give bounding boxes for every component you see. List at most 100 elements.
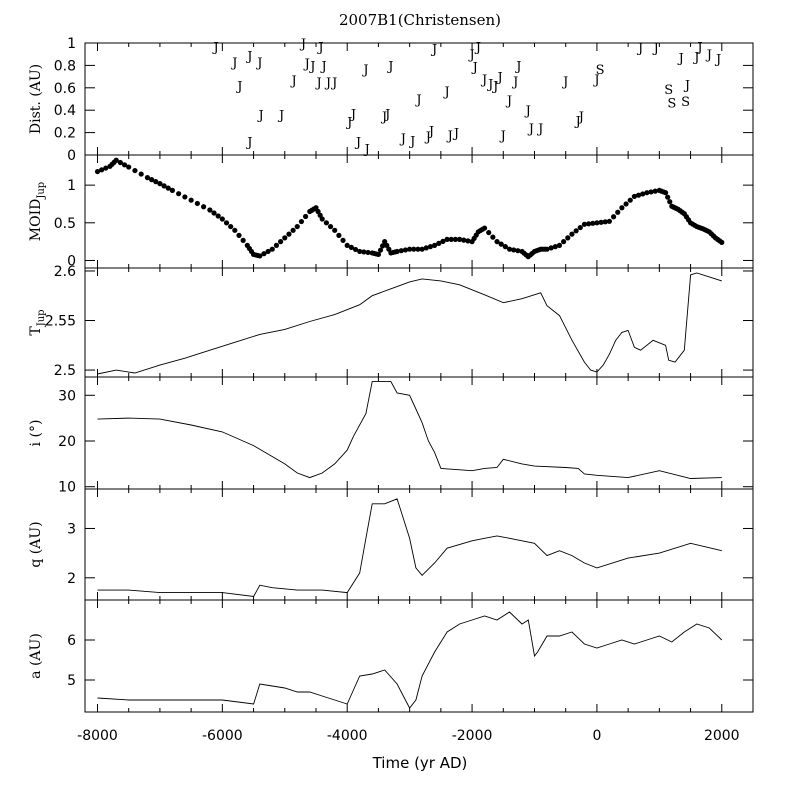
- moid-point-interp-42-1: [548, 245, 554, 251]
- moid-point-interp-31-1: [448, 236, 454, 242]
- y-tick-label-dist-1: 0.2: [54, 126, 76, 142]
- encounter-13: J: [316, 40, 323, 55]
- moid-point-22: [357, 248, 363, 255]
- panel-incl: 10 20 30 i (°): [28, 376, 754, 496]
- series-line-q: [97, 498, 722, 597]
- encounter-34: J: [467, 48, 474, 63]
- encounter-28: J: [424, 130, 431, 145]
- moid-point-interp-22-1: [361, 249, 367, 255]
- y-axis-label-sub-moid: Jup: [36, 182, 47, 200]
- moid-point-interp-31-2: [452, 236, 459, 242]
- encounter-6: J: [245, 136, 252, 151]
- moid-point-interp-5-2: [165, 185, 171, 191]
- encounter-10: J: [303, 57, 310, 72]
- encounter-0: J: [211, 40, 218, 55]
- moid-point-interp-15-1: [286, 231, 292, 237]
- encounter-31: J: [442, 85, 449, 100]
- series-line-incl: [97, 381, 722, 479]
- moid-point-interp-8-2: [215, 213, 221, 219]
- panel-moid: 0 0.5 1 MOIDJup: [28, 154, 754, 269]
- moid-point-61: [719, 239, 725, 245]
- moid-point-interp-46-1: [598, 219, 604, 225]
- encounter-20: J: [361, 63, 368, 78]
- panel-tjup: 2.5 2.55 2.6 TJup: [28, 264, 754, 379]
- moid-point-9: [219, 216, 225, 222]
- encounter-29: J: [427, 124, 434, 139]
- encounter-8: J: [290, 74, 297, 89]
- moid-point-interp-27-2: [402, 247, 409, 253]
- moid-point-interp-30-1: [436, 240, 442, 246]
- encounter-3: J: [245, 49, 252, 64]
- encounter-42: J: [505, 94, 512, 109]
- moid-point-interp-9-1: [223, 220, 230, 226]
- panel-q: 2 3 q (AU): [28, 488, 754, 601]
- encounter-19: J: [354, 136, 361, 151]
- moid-point-46: [594, 220, 600, 226]
- moid-point-interp-36-2: [502, 244, 508, 250]
- moid-point-42: [544, 246, 550, 252]
- y-tick-label-moid-1: 0.5: [54, 216, 76, 232]
- moid-point-interp-2-1: [117, 159, 123, 166]
- moid-point-interp-29-2: [427, 244, 434, 250]
- panel-frame-tjup: [84, 267, 754, 378]
- moid-point-32: [456, 236, 463, 242]
- moid-point-interp-3-1: [132, 167, 138, 174]
- encounter-22: J: [380, 110, 387, 125]
- encounter-30: J: [430, 43, 437, 58]
- moid-point-6: [169, 187, 176, 194]
- encounter-39: J: [491, 80, 498, 95]
- encounter-50: J: [577, 110, 584, 125]
- x-axis: -8000 -6000 -4000 -2000 0 2000: [77, 728, 739, 744]
- encounter-32: J: [446, 129, 453, 144]
- moid-point-interp-45-1: [586, 221, 592, 227]
- moid-point-19: [319, 216, 325, 222]
- encounter-4: J: [255, 56, 262, 71]
- moid-point-8: [207, 207, 213, 213]
- y-tick-label-dist-4: 0.8: [54, 58, 76, 74]
- moid-point-interp-21-2: [352, 246, 359, 253]
- encounter-53: J: [636, 41, 643, 56]
- moid-point-31: [444, 236, 450, 242]
- moid-point-interp-10-1: [236, 232, 242, 238]
- moid-point-interp-7-1: [194, 200, 200, 207]
- moid-point-4: [144, 175, 151, 181]
- encounter-14: J: [319, 59, 326, 74]
- encounter-57: J: [677, 52, 684, 67]
- panel-frame-q: [84, 488, 754, 601]
- moid-point-5: [157, 181, 163, 187]
- moid-point-24: [375, 251, 382, 258]
- moid-point-52: [662, 190, 669, 196]
- encounter-7: J: [277, 109, 284, 124]
- moid-point-36: [494, 239, 500, 245]
- moid-point-15: [282, 235, 288, 241]
- moid-point-interp-52-2: [667, 199, 673, 205]
- y-tick-label-tjup-2: 2.6: [54, 264, 76, 280]
- moid-point-interp-16-2: [302, 213, 309, 220]
- y-tick-label-tjup-0: 2.5: [54, 363, 76, 379]
- encounter-58: S: [681, 95, 690, 110]
- moid-point-30: [432, 242, 438, 248]
- moid-point-interp-9-2: [228, 223, 234, 230]
- encounter-24: J: [386, 59, 393, 74]
- y-axis-label-sub-tjup: Jup: [36, 309, 47, 327]
- encounter-26: J: [408, 134, 415, 149]
- encounter-15: J: [324, 76, 331, 91]
- moid-point-interp-13-2: [265, 248, 271, 255]
- moid-point-interp-30-2: [440, 238, 446, 244]
- moid-point-interp-37-2: [515, 248, 521, 254]
- x-tick-label-4: 0: [592, 728, 601, 744]
- y-tick-label-moid-0: 0: [67, 253, 76, 269]
- moid-point-interp-0-2: [103, 165, 109, 171]
- moid-point-interp-52-1: [665, 194, 671, 200]
- encounter-52: S: [596, 63, 605, 78]
- moid-point-interp-3-2: [138, 171, 144, 177]
- moid-point-16: [294, 223, 300, 230]
- encounter-47: J: [536, 122, 543, 137]
- moid-point-interp-45-2: [590, 220, 596, 226]
- x-tick-label-2: -4000: [327, 728, 368, 744]
- moid-point-interp-27-1: [398, 248, 404, 254]
- moid-point-interp-14-2: [278, 239, 284, 245]
- moid-point-interp-48-2: [627, 197, 633, 203]
- moid-point-interp-15-2: [290, 227, 296, 233]
